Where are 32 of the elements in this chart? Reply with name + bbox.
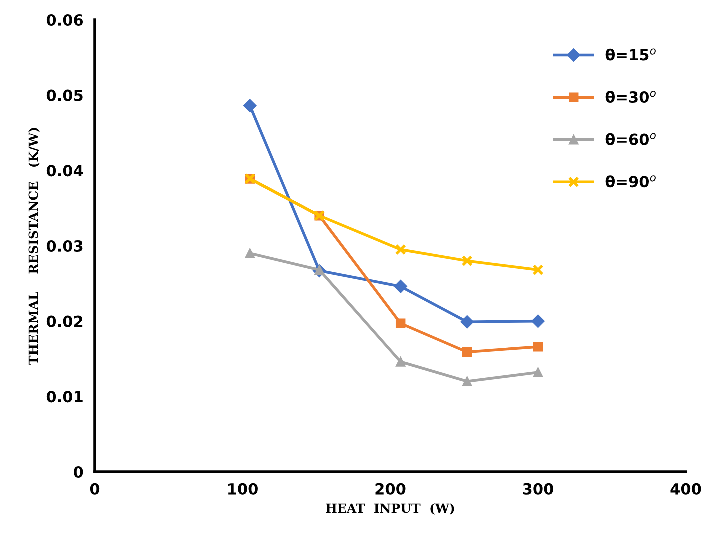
point: [533, 342, 544, 352]
y-tick-label: 0.02: [46, 316, 83, 328]
y-tick-label: 0.05: [46, 90, 83, 102]
point: [532, 314, 545, 328]
legend-label: θ=30$^{o}$: [606, 91, 656, 104]
y-tick-label: 0.03: [46, 240, 83, 252]
x-tick-label: 400: [670, 483, 702, 495]
x-tick-label: 100: [228, 483, 258, 495]
x-tick-label: 200: [376, 483, 406, 495]
point: [395, 244, 406, 256]
x-tick-label: 300: [523, 483, 554, 495]
point: [460, 316, 474, 329]
legend-label: θ=90$^{o}$: [606, 176, 656, 188]
point: [533, 368, 544, 378]
x-axis-title: HEAT INPUT (W): [326, 503, 454, 515]
point: [394, 280, 408, 294]
point: [532, 264, 544, 276]
point: [245, 248, 255, 258]
y-tick-label: 0: [74, 466, 84, 478]
point: [462, 256, 473, 267]
y-axis-title: THERMAL RESISTANCE (K/W): [28, 128, 40, 365]
point: [462, 376, 472, 386]
y-tick-label: 0.04: [46, 165, 84, 177]
point: [396, 357, 406, 367]
point: [244, 99, 257, 112]
y-tick-label: 0.01: [46, 391, 83, 403]
point: [396, 318, 406, 328]
y-tick-label: 0.06: [46, 14, 84, 26]
legend-label: θ=15$^{o}$: [606, 48, 656, 61]
point: [462, 347, 472, 358]
legend-label: θ=60$^{o}$: [606, 133, 656, 146]
x-tick-label: 0: [90, 483, 100, 495]
